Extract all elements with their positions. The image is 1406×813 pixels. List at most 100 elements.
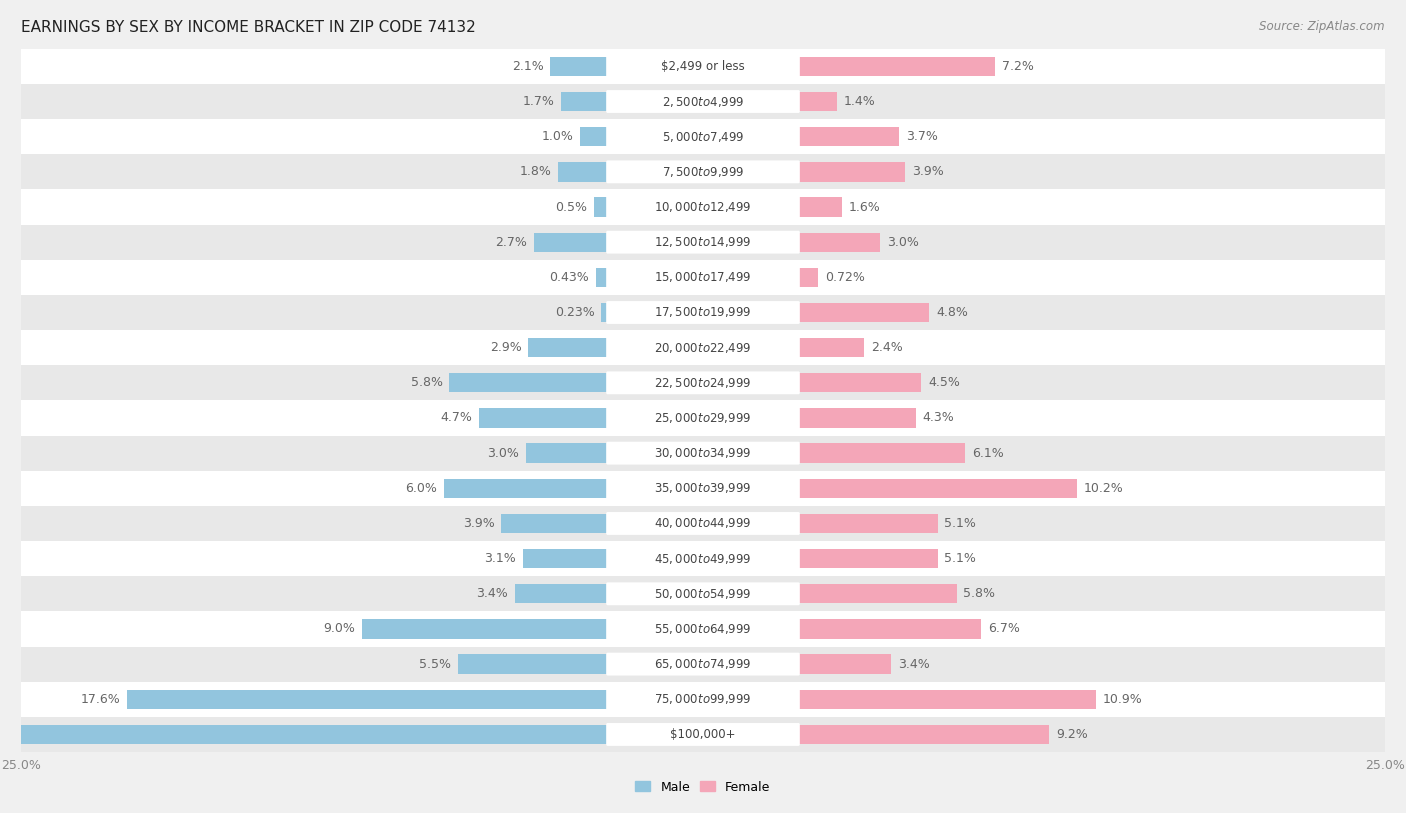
Text: 2.4%: 2.4% xyxy=(870,341,903,354)
Bar xyxy=(799,373,921,393)
Bar xyxy=(444,479,607,498)
Text: 3.9%: 3.9% xyxy=(911,165,943,178)
Text: 0.43%: 0.43% xyxy=(550,271,589,284)
Bar xyxy=(363,620,607,639)
Text: $10,000 to $12,499: $10,000 to $12,499 xyxy=(654,200,752,214)
FancyBboxPatch shape xyxy=(606,723,800,746)
Bar xyxy=(457,654,607,674)
FancyBboxPatch shape xyxy=(606,337,800,359)
Bar xyxy=(21,49,1385,84)
Bar xyxy=(799,162,905,181)
Text: $55,000 to $64,999: $55,000 to $64,999 xyxy=(654,622,752,636)
FancyBboxPatch shape xyxy=(606,477,800,500)
Bar xyxy=(799,549,938,568)
Text: 6.0%: 6.0% xyxy=(405,482,437,495)
Bar xyxy=(501,514,607,533)
Bar xyxy=(799,198,842,217)
Bar xyxy=(799,654,891,674)
Text: $22,500 to $24,999: $22,500 to $24,999 xyxy=(654,376,752,389)
FancyBboxPatch shape xyxy=(606,372,800,394)
Bar xyxy=(128,689,607,709)
Bar xyxy=(799,724,1049,744)
Text: 6.1%: 6.1% xyxy=(972,446,1004,459)
Text: 3.1%: 3.1% xyxy=(485,552,516,565)
Text: $12,500 to $14,999: $12,500 to $14,999 xyxy=(654,235,752,249)
Bar xyxy=(799,584,956,603)
Text: $100,000+: $100,000+ xyxy=(671,728,735,741)
Bar xyxy=(526,443,607,463)
Text: 2.9%: 2.9% xyxy=(489,341,522,354)
Text: 0.23%: 0.23% xyxy=(555,306,595,319)
Bar xyxy=(21,401,1385,436)
FancyBboxPatch shape xyxy=(606,125,800,148)
Bar xyxy=(21,576,1385,611)
Text: 3.0%: 3.0% xyxy=(887,236,920,249)
Text: 4.7%: 4.7% xyxy=(440,411,472,424)
Bar xyxy=(799,233,880,252)
Text: $15,000 to $17,499: $15,000 to $17,499 xyxy=(654,271,752,285)
Text: 2.1%: 2.1% xyxy=(512,60,544,73)
Text: 5.1%: 5.1% xyxy=(945,517,976,530)
Text: 3.0%: 3.0% xyxy=(486,446,519,459)
Bar xyxy=(515,584,607,603)
Bar xyxy=(523,549,607,568)
Bar xyxy=(799,57,995,76)
Bar xyxy=(21,717,1385,752)
Text: $20,000 to $22,499: $20,000 to $22,499 xyxy=(654,341,752,354)
Bar xyxy=(21,84,1385,120)
Bar xyxy=(799,302,929,322)
Bar xyxy=(561,92,607,111)
Text: $40,000 to $44,999: $40,000 to $44,999 xyxy=(654,516,752,530)
FancyBboxPatch shape xyxy=(606,55,800,78)
Bar xyxy=(558,162,607,181)
Text: 3.4%: 3.4% xyxy=(477,587,508,600)
FancyBboxPatch shape xyxy=(606,196,800,219)
Text: $65,000 to $74,999: $65,000 to $74,999 xyxy=(654,657,752,671)
FancyBboxPatch shape xyxy=(606,618,800,641)
Text: 10.9%: 10.9% xyxy=(1102,693,1142,706)
Bar xyxy=(21,260,1385,295)
Bar xyxy=(21,436,1385,471)
Text: 1.7%: 1.7% xyxy=(523,95,554,108)
Bar xyxy=(450,373,607,393)
Text: $25,000 to $29,999: $25,000 to $29,999 xyxy=(654,411,752,425)
FancyBboxPatch shape xyxy=(606,441,800,464)
Text: 3.7%: 3.7% xyxy=(907,130,938,143)
Bar xyxy=(799,92,837,111)
Text: $50,000 to $54,999: $50,000 to $54,999 xyxy=(654,587,752,601)
Bar xyxy=(21,681,1385,717)
Bar xyxy=(534,233,607,252)
Text: Source: ZipAtlas.com: Source: ZipAtlas.com xyxy=(1260,20,1385,33)
Bar xyxy=(596,267,607,287)
Text: $30,000 to $34,999: $30,000 to $34,999 xyxy=(654,446,752,460)
FancyBboxPatch shape xyxy=(606,231,800,254)
Text: $17,500 to $19,999: $17,500 to $19,999 xyxy=(654,306,752,320)
Text: 4.8%: 4.8% xyxy=(936,306,969,319)
FancyBboxPatch shape xyxy=(606,160,800,183)
Text: 3.9%: 3.9% xyxy=(463,517,495,530)
Text: 9.0%: 9.0% xyxy=(323,623,356,636)
Bar xyxy=(799,479,1077,498)
Bar xyxy=(21,295,1385,330)
FancyBboxPatch shape xyxy=(606,653,800,676)
Bar xyxy=(21,506,1385,541)
Text: 4.5%: 4.5% xyxy=(928,376,960,389)
Text: $35,000 to $39,999: $35,000 to $39,999 xyxy=(654,481,752,495)
Text: 5.5%: 5.5% xyxy=(419,658,451,671)
Bar xyxy=(799,514,938,533)
Bar xyxy=(799,689,1095,709)
Text: 6.7%: 6.7% xyxy=(988,623,1019,636)
Bar xyxy=(0,724,607,744)
Bar xyxy=(21,189,1385,224)
Bar xyxy=(21,120,1385,154)
Text: 5.1%: 5.1% xyxy=(945,552,976,565)
Text: EARNINGS BY SEX BY INCOME BRACKET IN ZIP CODE 74132: EARNINGS BY SEX BY INCOME BRACKET IN ZIP… xyxy=(21,20,475,35)
Bar xyxy=(21,646,1385,681)
Text: 4.3%: 4.3% xyxy=(922,411,955,424)
FancyBboxPatch shape xyxy=(606,688,800,711)
Bar xyxy=(799,338,863,358)
Text: 1.0%: 1.0% xyxy=(541,130,574,143)
Bar xyxy=(799,620,981,639)
FancyBboxPatch shape xyxy=(606,301,800,324)
Bar xyxy=(21,154,1385,189)
